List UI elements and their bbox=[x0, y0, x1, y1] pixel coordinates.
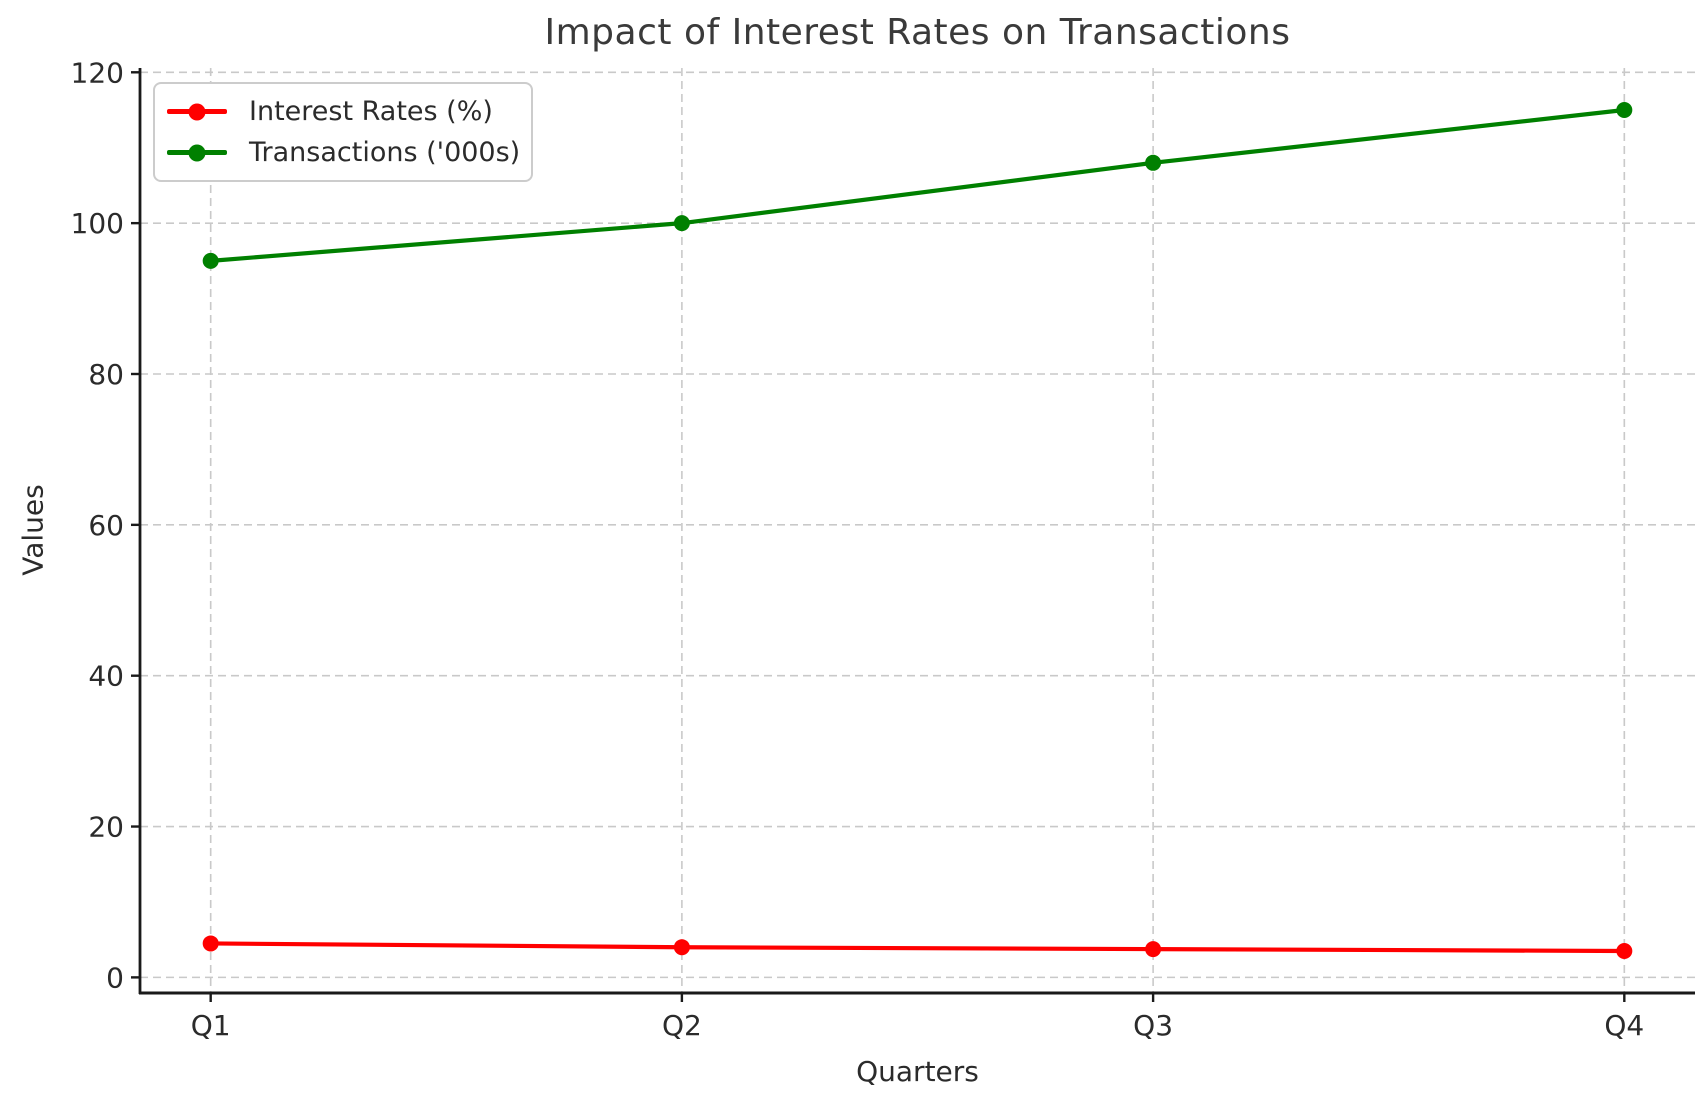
data-point bbox=[673, 215, 690, 232]
series-line bbox=[208, 941, 1627, 954]
legend-dot-icon bbox=[188, 103, 206, 120]
y-tick-label: 40 bbox=[88, 660, 124, 693]
y-tick-label: 120 bbox=[71, 56, 124, 89]
data-point bbox=[1145, 941, 1162, 958]
data-point bbox=[202, 252, 219, 269]
legend-line-marker-icon bbox=[167, 144, 227, 161]
chart-title: Impact of Interest Rates on Transactions bbox=[544, 12, 1291, 53]
series-line bbox=[208, 107, 1627, 263]
data-point bbox=[202, 935, 219, 952]
y-tick-label: 60 bbox=[88, 509, 124, 542]
y-tick-label: 80 bbox=[88, 358, 124, 391]
x-tick-label: Q3 bbox=[1133, 1009, 1173, 1042]
data-point bbox=[1616, 102, 1633, 119]
legend-entry: Interest Rates (%) bbox=[155, 91, 531, 132]
x-tick-label: Q4 bbox=[1604, 1009, 1644, 1042]
legend-label: Interest Rates (%) bbox=[249, 96, 493, 127]
legend-dot-icon bbox=[188, 144, 206, 161]
legend-entry: Transactions ('000s) bbox=[155, 132, 531, 173]
x-axis-label: Quarters bbox=[856, 1055, 979, 1088]
y-axis-label: Values bbox=[16, 484, 50, 576]
data-point bbox=[1145, 154, 1162, 171]
x-tick-label: Q2 bbox=[662, 1009, 702, 1042]
x-tick-label: Q1 bbox=[191, 1009, 231, 1042]
y-tick-label: 100 bbox=[71, 207, 124, 240]
legend: Interest Rates (%) Transactions ('000s) bbox=[153, 82, 533, 182]
legend-line-marker-icon bbox=[167, 103, 227, 120]
y-tick-label: 0 bbox=[106, 961, 124, 994]
y-tick-label: 20 bbox=[88, 811, 124, 844]
legend-label: Transactions ('000s) bbox=[249, 137, 521, 168]
data-point bbox=[1616, 942, 1633, 959]
data-point bbox=[673, 939, 690, 956]
